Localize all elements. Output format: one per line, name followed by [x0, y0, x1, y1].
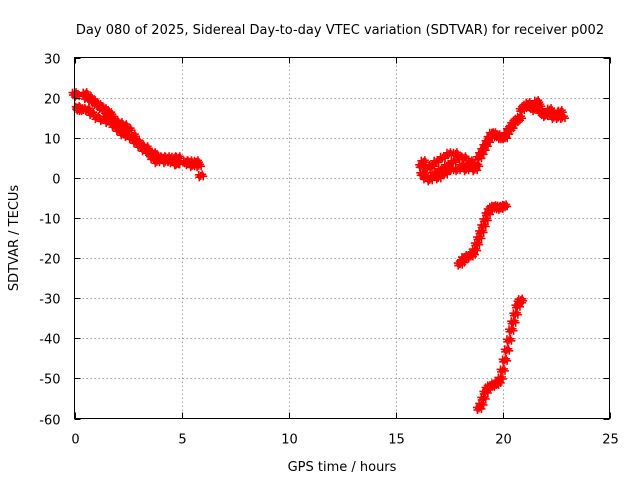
x-tick-labels: 0 5 10 15 20 25 — [71, 433, 618, 448]
data-point — [496, 364, 509, 376]
data-point — [532, 100, 546, 112]
x-axis-label: GPS time / hours — [288, 460, 397, 475]
chart-title: Day 080 of 2025, Sidereal Day-to-day VTE… — [76, 23, 604, 38]
data-point — [498, 354, 512, 366]
data-point — [514, 294, 528, 306]
y-tick-labels: 30 20 10 0 -10 -20 -30 -40 -50 -60 — [39, 53, 60, 429]
data-point — [494, 372, 507, 384]
data-point — [171, 158, 184, 170]
data-point — [502, 334, 516, 346]
data-point — [194, 170, 208, 182]
x-tick-label: 10 — [281, 433, 298, 448]
y-tick-label: 20 — [44, 93, 61, 108]
data-point — [192, 160, 206, 172]
data-point — [498, 200, 512, 212]
data-point — [513, 112, 527, 124]
x-tick-label: 15 — [388, 433, 405, 448]
axis-ticks — [74, 57, 611, 420]
data-point — [423, 174, 437, 186]
series-4 — [472, 294, 528, 414]
data-point — [479, 140, 492, 152]
x-tick-label: 25 — [602, 433, 619, 448]
y-tick-label: 30 — [44, 53, 61, 68]
grid — [74, 57, 610, 419]
series-2 — [415, 96, 569, 186]
y-axis-label: SDTVAR / TECUs — [7, 185, 22, 292]
y-tick-label: -40 — [39, 333, 60, 348]
data-point — [556, 112, 569, 124]
x-tick-label: 20 — [495, 433, 512, 448]
data-point — [477, 392, 490, 404]
data-point — [470, 160, 484, 172]
data-points — [68, 88, 569, 414]
y-tick-label: -20 — [39, 253, 60, 268]
y-tick-label: 10 — [44, 133, 61, 148]
x-tick-label: 0 — [71, 433, 79, 448]
plot-frame — [74, 57, 610, 419]
y-tick-label: -50 — [39, 373, 60, 388]
data-point — [500, 128, 514, 140]
data-point — [500, 344, 514, 356]
y-tick-label: 0 — [52, 173, 60, 188]
y-tick-label: -60 — [39, 414, 60, 429]
data-point — [472, 232, 486, 244]
series-1 — [68, 88, 208, 182]
y-tick-label: -30 — [39, 293, 60, 308]
series-3 — [453, 200, 512, 270]
y-tick-label: -10 — [39, 213, 60, 228]
x-tick-label: 5 — [178, 433, 186, 448]
